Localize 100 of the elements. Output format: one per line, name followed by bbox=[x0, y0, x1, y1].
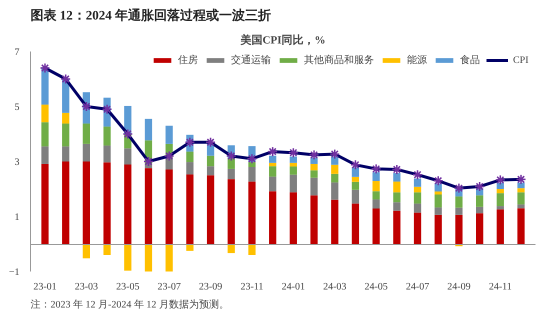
bar bbox=[434, 214, 442, 244]
bar bbox=[372, 191, 380, 200]
bar bbox=[434, 194, 442, 208]
bar bbox=[82, 144, 90, 162]
bar bbox=[206, 156, 214, 166]
bar bbox=[372, 199, 380, 209]
bar bbox=[455, 196, 463, 208]
bar bbox=[186, 162, 194, 174]
bar bbox=[352, 190, 360, 204]
bar bbox=[414, 178, 422, 187]
legend-label: 其他商品和服务 bbox=[304, 54, 374, 67]
x-tick-label: 24-05 bbox=[364, 282, 388, 292]
bar bbox=[269, 166, 276, 177]
bar bbox=[517, 204, 525, 208]
bar bbox=[476, 195, 484, 207]
x-tick-label: 24-09 bbox=[447, 282, 471, 292]
bar bbox=[352, 182, 360, 190]
bar bbox=[310, 170, 318, 178]
bar bbox=[393, 182, 400, 192]
bar bbox=[517, 188, 525, 192]
legend-label: 能源 bbox=[407, 54, 427, 67]
bar bbox=[393, 210, 400, 244]
bar bbox=[206, 166, 214, 176]
bar bbox=[372, 181, 380, 192]
bar bbox=[144, 244, 152, 272]
bar bbox=[310, 164, 318, 170]
legend-label: 食品 bbox=[460, 54, 480, 67]
y-tick-label: −1 bbox=[8, 267, 20, 278]
bar bbox=[352, 176, 360, 182]
bar bbox=[228, 179, 235, 244]
bar bbox=[269, 156, 276, 163]
bar bbox=[414, 212, 422, 244]
bar bbox=[41, 122, 49, 146]
x-tick-label: 24-03 bbox=[323, 282, 346, 292]
bar bbox=[434, 184, 442, 192]
bar bbox=[103, 126, 111, 146]
bar bbox=[124, 244, 132, 271]
bar bbox=[269, 191, 276, 244]
bar bbox=[41, 164, 49, 244]
bar bbox=[290, 162, 297, 166]
bar bbox=[124, 164, 132, 244]
bar bbox=[517, 182, 525, 188]
bar bbox=[331, 164, 338, 174]
bar bbox=[414, 204, 422, 213]
bar bbox=[62, 124, 70, 146]
bar bbox=[166, 126, 173, 144]
bar bbox=[331, 200, 338, 244]
bar bbox=[290, 174, 297, 192]
bar bbox=[331, 182, 338, 200]
bar bbox=[269, 162, 276, 166]
bar bbox=[372, 208, 380, 244]
bar bbox=[290, 156, 297, 163]
bar bbox=[103, 146, 111, 162]
x-tick-label: 23-03 bbox=[74, 282, 98, 292]
bar bbox=[372, 172, 380, 182]
bar bbox=[476, 206, 484, 214]
bar bbox=[269, 176, 276, 192]
legend-label: 住房 bbox=[178, 54, 198, 67]
x-tick-label: 24-01 bbox=[282, 282, 306, 292]
x-tick-label: 24-07 bbox=[406, 282, 430, 292]
bar bbox=[82, 162, 90, 244]
chart-subtitle: 美国CPI同比，% bbox=[240, 34, 326, 46]
bar bbox=[248, 182, 256, 244]
bar bbox=[186, 152, 194, 162]
bar bbox=[496, 189, 504, 194]
bar bbox=[331, 156, 338, 165]
bar bbox=[144, 168, 152, 244]
bar bbox=[228, 168, 235, 180]
bar bbox=[331, 174, 338, 182]
bar bbox=[248, 162, 256, 167]
text: 注：2023 年 12 月-2024 年 12 月数据为预测。 bbox=[30, 298, 229, 310]
bar bbox=[124, 148, 132, 165]
bar bbox=[434, 191, 442, 194]
bar bbox=[144, 118, 152, 140]
x-tick-label: 23-01 bbox=[33, 282, 57, 292]
x-tick-label: 23-09 bbox=[198, 282, 222, 292]
bar bbox=[290, 166, 297, 175]
bar bbox=[62, 146, 70, 162]
bar bbox=[166, 244, 173, 272]
x-tick-label: 23-11 bbox=[240, 282, 264, 292]
bar bbox=[310, 178, 318, 196]
bar bbox=[476, 213, 484, 244]
legend-label: CPI bbox=[513, 54, 530, 66]
bar bbox=[393, 202, 400, 211]
bar bbox=[82, 124, 90, 144]
bar bbox=[393, 192, 400, 202]
bar bbox=[517, 208, 525, 244]
bar bbox=[414, 192, 422, 204]
bar bbox=[290, 192, 297, 244]
x-tick-label: 23-07 bbox=[158, 282, 181, 292]
bar bbox=[496, 209, 504, 244]
bar bbox=[455, 208, 463, 215]
bar bbox=[414, 186, 422, 192]
bar bbox=[206, 175, 214, 244]
bar bbox=[228, 244, 235, 254]
bar bbox=[310, 195, 318, 244]
x-tick-label: 24-11 bbox=[488, 282, 512, 292]
bar bbox=[62, 112, 70, 124]
bar bbox=[166, 169, 173, 244]
bar bbox=[186, 244, 194, 251]
